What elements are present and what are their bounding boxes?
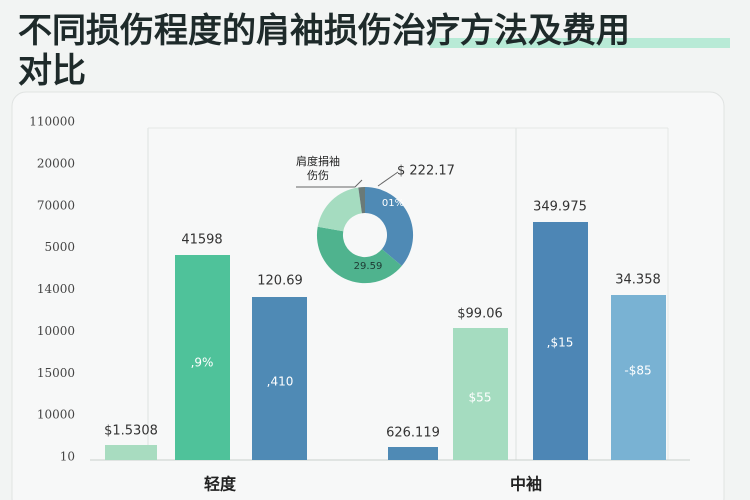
donut-segment [316,226,402,284]
donut-label: 01% [382,198,404,209]
bar-label: 34.358 [615,273,661,288]
bar-label: 120.69 [257,274,303,289]
category-label: 轻度 [204,475,237,494]
bar-inner-label: $55 [469,391,492,405]
bar-inner-label: ,9% [191,356,214,370]
y-axis-label: 15000 [37,366,75,380]
y-axis-label: 10000 [37,408,75,422]
bar-label: 41598 [181,233,222,248]
donut-label: 29.59 [354,261,383,272]
bar [453,328,508,460]
bar-inner-label: ,$15 [547,336,574,350]
y-axis-label: 70000 [37,198,75,212]
donut-segment [365,186,414,266]
donut-segment [358,187,365,214]
y-axis-label: 20000 [37,156,75,170]
title-line: 对比 [18,51,86,91]
bar-label: 349.975 [533,200,587,215]
bar-label: $99.06 [457,307,503,322]
callout-text: 伤伤 [307,169,329,182]
bar [252,297,307,460]
bar [175,255,230,460]
bar-inner-label: -$85 [624,364,651,378]
bar-label: 626.119 [386,426,440,441]
category-label: 中袖 [510,475,542,494]
y-axis-label: 10000 [37,324,75,338]
callout-text: $ 222.17 [397,164,455,179]
y-axis-label: 14000 [37,282,75,296]
callout-line [377,171,399,187]
callout-line [296,179,363,188]
bar [533,222,588,460]
bar-inner-label: ,410 [267,375,294,389]
bar [388,447,438,460]
y-axis-label: 5000 [44,240,75,254]
bar [611,295,666,460]
bar [105,445,157,460]
bar-label: $1.5308 [104,424,158,439]
y-axis-label: 10 [60,450,75,464]
title-accent [430,38,730,48]
title-line: 不同损伤程度的肩袖损伤治疗方法及费用 [18,11,630,51]
callout-text: 肩度捐袖 [296,154,340,168]
donut-segment [317,187,362,232]
y-axis-label: 110000 [29,115,75,129]
